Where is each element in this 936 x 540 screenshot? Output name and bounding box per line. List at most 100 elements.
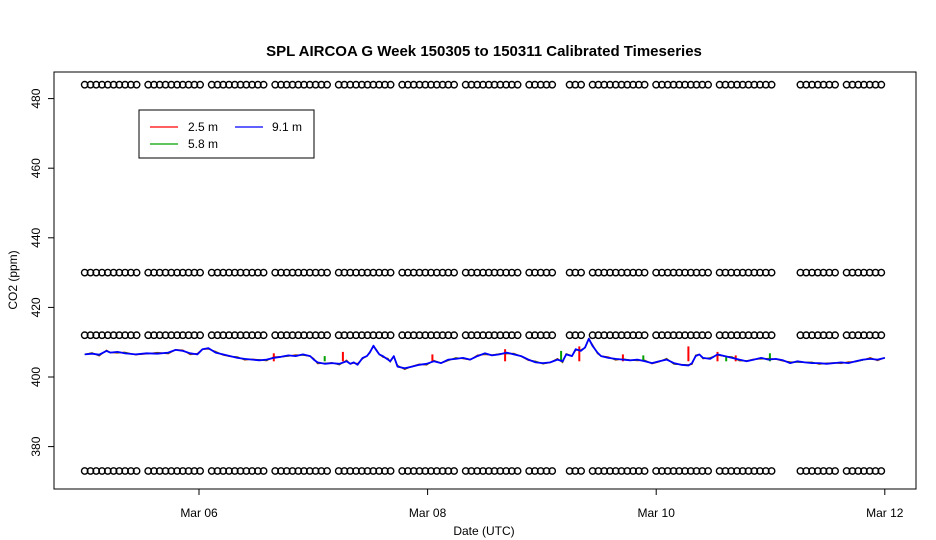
calibration-point	[831, 80, 839, 89]
calibration-point	[398, 331, 407, 340]
calibration-point	[109, 331, 118, 340]
calibration-point	[704, 268, 712, 277]
calibration-point	[750, 80, 759, 89]
calibration-point	[629, 80, 637, 89]
calibration-point	[438, 331, 447, 340]
calibration-point	[525, 467, 534, 475]
calibration-point	[132, 467, 141, 475]
legend-box	[138, 109, 315, 159]
calibration-point	[629, 467, 637, 475]
x-tick-label: Mar 08	[409, 506, 447, 520]
calibration-point	[525, 268, 534, 277]
calibration-point	[767, 467, 776, 475]
calibration-point	[733, 331, 741, 340]
calibration-point	[750, 467, 759, 475]
calibration-point	[750, 268, 759, 277]
calibration-point	[686, 268, 695, 277]
plot-frame	[53, 71, 917, 490]
calibration-point	[704, 80, 712, 89]
calibration-point	[525, 80, 534, 89]
calibration-point	[542, 331, 551, 340]
calibration-point	[86, 467, 95, 475]
calibration-point	[640, 467, 649, 475]
calibration-point	[704, 467, 712, 475]
calibration-point	[461, 467, 470, 475]
calibration-point	[542, 268, 551, 277]
calibration-point	[813, 467, 822, 475]
calibration-point	[686, 331, 695, 340]
calibration-point	[606, 268, 614, 277]
calibration-point	[669, 331, 678, 340]
calibration-point	[259, 268, 268, 277]
legend-label-2-5m: 2.5 m	[188, 120, 218, 134]
calibration-point	[704, 331, 712, 340]
x-tick-label: Mar 06	[180, 506, 218, 520]
y-tick-label: 480	[29, 88, 43, 108]
calibration-point	[230, 467, 239, 475]
calibration-point	[253, 467, 262, 475]
calibration-point	[438, 467, 447, 475]
calibration-point	[854, 80, 863, 89]
calibration-point	[334, 467, 343, 475]
calibration-point	[767, 80, 776, 89]
calibration-point	[386, 268, 395, 277]
calibration-point	[686, 467, 695, 475]
calibration-point	[502, 80, 510, 89]
calibration-point	[525, 331, 534, 340]
legend-label-5-8m: 5.8 m	[188, 137, 218, 151]
calibration-point	[629, 331, 637, 340]
calibration-point	[323, 268, 331, 277]
calibration-point	[813, 80, 822, 89]
calibration-point	[86, 268, 95, 277]
calibration-point	[877, 80, 886, 89]
calibration-point	[548, 467, 557, 475]
chart-title: SPL AIRCOA G Week 150305 to 150311 Calib…	[266, 43, 702, 60]
calibration-point	[386, 331, 395, 340]
y-tick-label: 440	[29, 227, 43, 247]
calibration-point	[669, 80, 678, 89]
legend-label-9-1m: 9.1 m	[272, 120, 302, 134]
calibration-point	[813, 268, 822, 277]
calibration-point	[398, 80, 407, 89]
calibration-point	[629, 268, 637, 277]
calibration-point	[450, 331, 458, 340]
y-axis: 380 400 420 440 460 480	[29, 88, 54, 457]
calibration-point	[548, 268, 557, 277]
x-axis: Mar 06 Mar 08 Mar 10 Mar 12	[180, 489, 904, 520]
calibration-point	[132, 80, 141, 89]
calibration-point	[173, 331, 182, 340]
calibration-point	[461, 268, 470, 277]
calibration-point	[831, 467, 839, 475]
calibration-point	[548, 80, 557, 89]
series-line-9-1m	[84, 337, 886, 370]
calibration-point	[438, 268, 447, 277]
calibration-point	[323, 80, 331, 89]
calibration-point	[253, 331, 262, 340]
calibration-point	[565, 268, 574, 277]
calibration-point	[450, 80, 458, 89]
calibration-point	[767, 331, 776, 340]
calibration-point	[213, 80, 222, 89]
series-lines	[84, 337, 886, 371]
calibration-point	[831, 331, 839, 340]
y-axis-label: CO2 (ppm)	[6, 250, 20, 309]
calibration-point	[767, 268, 776, 277]
calibration-point	[877, 331, 886, 340]
calibration-point	[750, 331, 759, 340]
calibration-point	[548, 331, 557, 340]
y-tick-label: 460	[29, 158, 43, 178]
calibration-point	[831, 268, 839, 277]
calibration-point	[173, 80, 182, 89]
calibration-point	[398, 268, 407, 277]
calibration-point	[230, 268, 239, 277]
calibration-point	[513, 467, 522, 475]
y-tick-label: 380	[29, 436, 43, 456]
calibration-point	[213, 331, 222, 340]
calibration-point	[854, 467, 863, 475]
calibration-point	[386, 467, 395, 475]
calibration-point	[109, 80, 118, 89]
calibration-point	[513, 80, 522, 89]
calibration-point	[334, 331, 343, 340]
calibration-point	[542, 80, 551, 89]
